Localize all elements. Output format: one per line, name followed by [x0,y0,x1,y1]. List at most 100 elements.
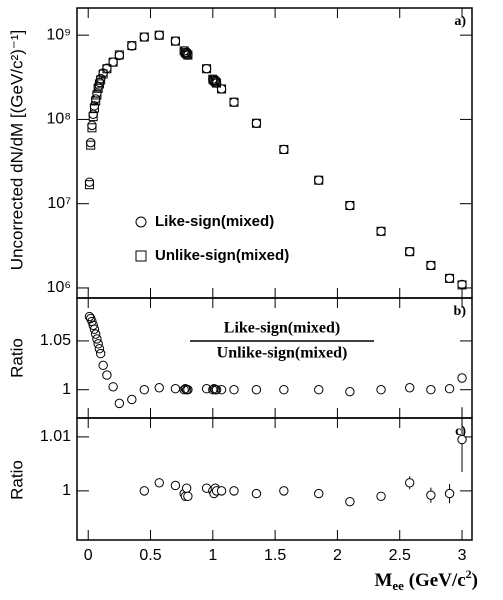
marker-square [210,77,220,87]
x-axis-label: Mee (GeV/c2) [374,567,478,593]
marker-square [202,64,212,74]
marker-square [209,76,219,86]
marker-circle [87,120,97,131]
marker-square [229,97,239,107]
x-tick-label: 0.5 [139,547,161,564]
x-tick-label: 2 [333,547,342,564]
panel-label: b) [454,304,467,319]
legend-marker [135,250,147,262]
marker-square [87,123,97,133]
marker-square [279,144,289,154]
marker-circle [139,486,149,496]
y-tick-label: 10⁶ [47,279,71,296]
marker-square [108,57,118,67]
marker-square [88,112,98,122]
marker-circle [84,311,95,322]
marker-square [89,103,99,113]
marker-circle [229,97,239,107]
marker-square [426,260,436,270]
marker-square [457,280,467,290]
x-axis-label-part: M [374,570,392,591]
x-tick-label: 1.5 [264,547,286,564]
marker-square [182,49,192,59]
marker-square [445,273,455,283]
marker-circle [183,491,193,501]
marker-circle [229,486,239,496]
marker-circle [114,398,125,409]
marker-circle [127,394,137,405]
marker-square [217,84,227,94]
marker-circle [251,118,262,128]
y-axis-label: Uncorrected dN/dM [(GeV/c²)⁻¹] [7,30,26,270]
marker-circle [444,488,455,499]
marker-square [183,50,193,60]
marker-circle [444,273,455,284]
marker-square [92,90,102,100]
marker-circle [457,373,467,383]
x-tick-label: 2.5 [389,547,411,564]
marker-square [154,30,164,40]
marker-circle [183,385,193,395]
marker-circle [154,383,164,393]
marker-circle [94,344,105,354]
marker-circle [216,385,227,395]
marker-square [102,64,112,74]
marker-circle [376,226,386,237]
marker-square [96,75,106,85]
marker-circle [95,348,106,359]
fraction-denominator: Unlike-sign(mixed) [217,345,348,362]
marker-square [376,226,386,236]
marker-circle [457,434,467,445]
marker-square [180,48,190,58]
marker-circle [404,246,415,257]
marker-circle [345,200,355,211]
marker-circle [279,385,289,395]
marker-square [212,78,222,88]
marker-circle [216,486,227,496]
marker-circle [376,385,386,395]
y-tick-label: 1.05 [40,332,71,349]
marker-circle [251,385,262,395]
marker-circle [404,478,415,488]
marker-circle [170,36,181,46]
legend-marker [135,216,147,228]
marker-circle [108,382,118,392]
marker-circle [201,63,212,74]
y-tick-label: 1 [62,482,71,499]
legend-label: Unlike-sign(mixed) [155,247,289,264]
marker-circle [314,385,324,395]
marker-circle [426,490,436,500]
marker-circle [127,41,137,51]
marker-circle [88,320,98,331]
marker-circle [102,370,112,380]
marker-circle [314,488,324,499]
y-tick-label: 1 [62,381,71,398]
marker-circle [86,137,96,148]
y-axis-label: Ratio [7,460,26,500]
marker-circle [457,279,467,290]
marker-circle [92,334,102,344]
panel-label: a) [454,14,466,29]
marker-square [86,140,96,150]
marker-circle [345,386,355,397]
marker-circle [139,32,149,42]
marker-circle [376,491,386,501]
marker-circle [93,339,103,349]
marker-square [139,32,149,42]
marker-circle [426,260,436,271]
fraction-numerator: Like-sign(mixed) [224,320,340,337]
marker-circle [89,324,100,334]
marker-circle [154,478,164,488]
marker-circle [279,486,289,496]
marker-circle [345,496,355,507]
marker-circle [211,385,222,395]
marker-square [405,247,415,257]
marker-square [84,180,94,190]
marker-circle [426,385,436,395]
marker-square [91,96,101,106]
marker-square [314,175,324,185]
y-tick-label: 10⁷ [47,195,71,212]
marker-circle [90,329,101,339]
marker-circle [170,480,181,491]
